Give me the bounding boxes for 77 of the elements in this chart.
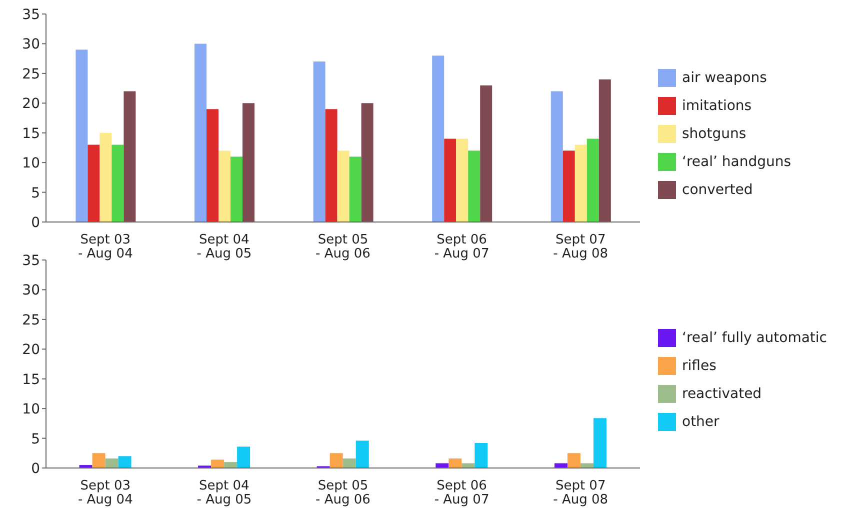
y-tick-label: 0: [31, 460, 40, 477]
x-tick-label: Sept 07 - Aug 08: [553, 232, 608, 262]
y-tick-label: 10: [22, 156, 40, 172]
bar: [325, 109, 338, 222]
y-tick-label: 35: [22, 6, 40, 23]
y-tick-label: 10: [22, 402, 40, 418]
y-tick-label: 15: [22, 372, 40, 388]
y-tick-label: 25: [22, 312, 40, 328]
bar: [562, 150, 575, 222]
legend-label: rifles: [682, 357, 716, 376]
bar: [105, 458, 118, 468]
bar: [456, 138, 468, 222]
bar: [462, 463, 475, 468]
x-tick-label: Sept 07 - Aug 08: [553, 478, 608, 508]
bar: [211, 460, 224, 468]
y-tick-label: 15: [22, 126, 40, 142]
bar: [206, 109, 218, 222]
bar: [194, 44, 206, 222]
bar: [580, 463, 594, 468]
x-tick-label: Sept 05 - Aug 06: [316, 478, 370, 508]
bar: [598, 79, 611, 222]
legend-label: shotguns: [682, 125, 746, 144]
bar: [224, 462, 238, 468]
y-tick-label: 20: [22, 96, 40, 112]
bar: [124, 91, 136, 222]
x-tick-label: Sept 06 - Aug 07: [434, 478, 490, 508]
bar: [448, 458, 462, 468]
y-tick-label: 20: [22, 342, 40, 358]
x-tick-label: Sept 03 - Aug 04: [78, 478, 133, 508]
bar: [218, 150, 230, 222]
x-tick-label: Sept 03 - Aug 04: [78, 232, 133, 262]
x-tick-label: Sept 05 - Aug 06: [316, 232, 370, 262]
bar: [100, 132, 112, 222]
bar: [112, 144, 124, 222]
y-tick-label: 30: [22, 36, 40, 53]
bar: [593, 418, 606, 468]
bar: [76, 50, 88, 222]
bar: [88, 144, 100, 222]
y-tick-label: 25: [22, 66, 40, 82]
legend-label: converted: [682, 181, 753, 200]
bar: [474, 443, 488, 468]
legend-label: ‘real’ handguns: [682, 153, 792, 172]
bar: [432, 56, 444, 222]
bar: [230, 156, 242, 222]
bar: [337, 150, 350, 222]
legend-label: other: [682, 413, 720, 432]
bar: [574, 144, 587, 222]
bar: [436, 463, 449, 468]
bar: [567, 453, 580, 468]
y-tick-label: 35: [22, 252, 40, 269]
bar: [444, 138, 456, 222]
x-tick-label: Sept 04 - Aug 05: [196, 232, 252, 262]
y-tick-label: 5: [31, 431, 40, 448]
bar: [586, 138, 599, 222]
bar: [330, 453, 343, 468]
bar: [242, 103, 254, 222]
legend-label: air weapons: [682, 69, 767, 88]
bar: [92, 453, 106, 468]
y-tick-label: 30: [22, 282, 40, 299]
bar: [118, 456, 132, 468]
x-tick-label: Sept 04 - Aug 05: [196, 478, 252, 508]
bar: [349, 156, 362, 222]
bar: [550, 91, 563, 222]
bar: [480, 85, 492, 222]
legend-label: reactivated: [682, 385, 762, 404]
x-tick-label: Sept 06 - Aug 07: [434, 232, 490, 262]
bar: [237, 446, 250, 468]
bar: [554, 463, 568, 468]
bar: [313, 62, 326, 222]
legend-label: imitations: [682, 97, 752, 116]
legend-label: ‘real’ fully automatic: [682, 329, 827, 348]
y-tick-label: 0: [31, 214, 40, 231]
bar: [342, 458, 356, 468]
bar: [468, 150, 480, 222]
bar: [361, 103, 374, 222]
bar: [356, 440, 369, 468]
y-tick-label: 5: [31, 185, 40, 202]
